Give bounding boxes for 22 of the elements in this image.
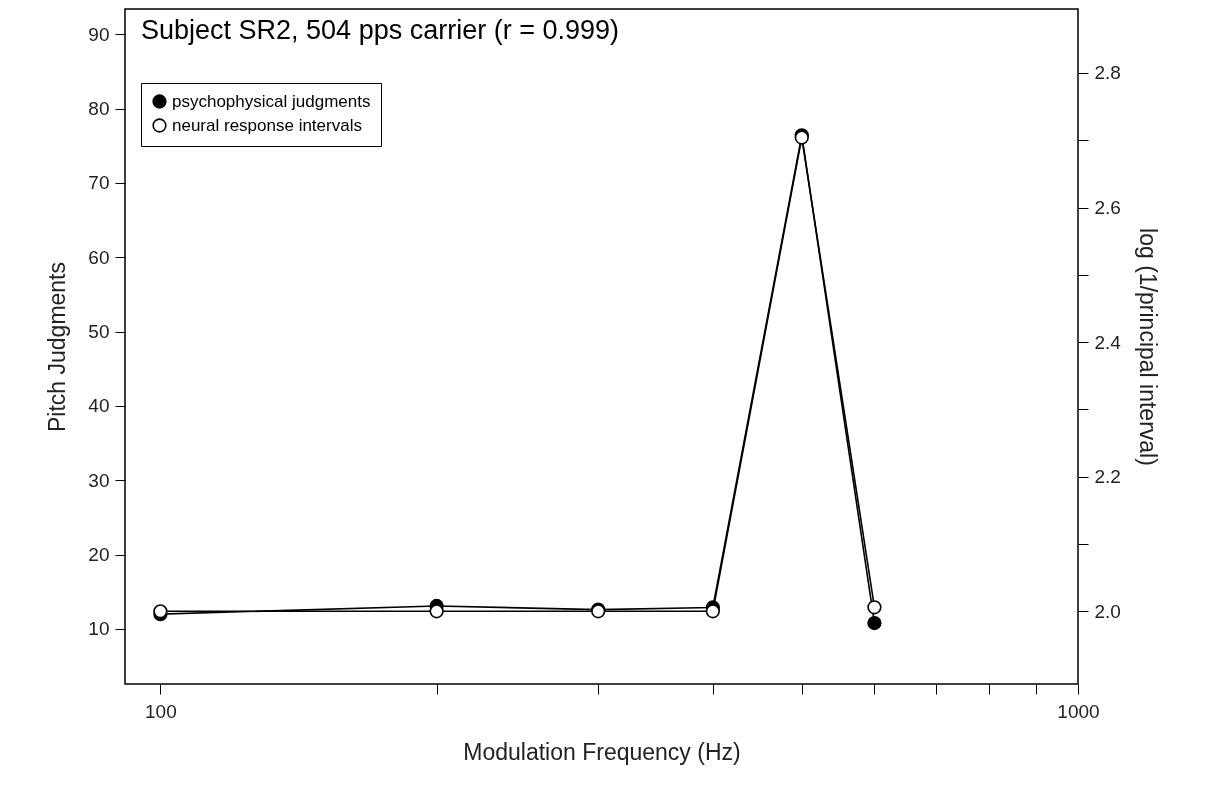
y-tick-label: 80 (88, 98, 110, 120)
y-tick-label: 50 (88, 321, 110, 343)
y2-tick-label: 2.8 (1094, 62, 1121, 84)
legend-label: psychophysical judgments (172, 91, 371, 111)
x-tick-label: 1000 (1057, 700, 1100, 722)
y-tick-label: 20 (88, 544, 110, 566)
y-tick-label: 40 (88, 395, 110, 417)
y2-tick-label: 2.6 (1094, 197, 1121, 219)
x-tick-label: 100 (145, 700, 177, 722)
y-tick-label: 30 (88, 469, 110, 491)
y-axis-title: Pitch Judgments (44, 261, 71, 433)
y-tick-label: 70 (88, 172, 110, 194)
x-axis-title: Modulation Frequency (Hz) (463, 738, 741, 765)
legend-label: neural response intervals (172, 115, 362, 135)
y-tick-label: 90 (88, 23, 110, 45)
y2-tick-label: 2.4 (1094, 331, 1122, 353)
chart-title: Subject SR2, 504 pps carrier (r = 0.999) (141, 15, 619, 45)
y2-tick-label: 2.2 (1094, 466, 1121, 488)
y-tick-label: 60 (88, 246, 110, 268)
y-tick-label: 10 (88, 618, 110, 640)
y2-axis-title: log (1/principal interval) (1134, 228, 1161, 466)
y2-tick-label: 2.0 (1094, 600, 1121, 622)
